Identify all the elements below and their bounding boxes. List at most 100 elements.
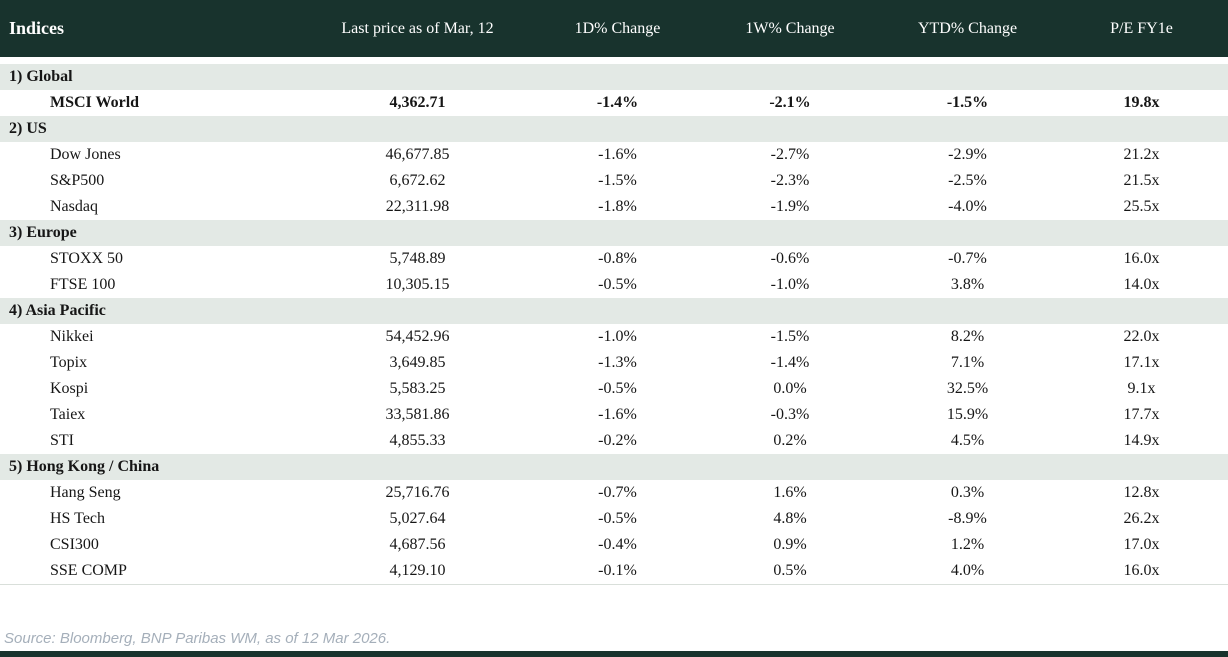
index-row: Taiex 33,581.86 -1.6% -0.3% 15.9% 17.7x	[0, 402, 1228, 428]
section-row: 2) US	[0, 116, 1228, 142]
index-row: Kospi 5,583.25 -0.5% 0.0% 32.5% 9.1x	[0, 376, 1228, 402]
index-name: CSI300	[0, 532, 300, 558]
pe-fy1e-value: 16.0x	[1055, 246, 1228, 272]
bottom-accent-bar	[0, 651, 1228, 657]
change-1w-value: -2.7%	[700, 142, 880, 168]
column-header-last-price: Last price as of Mar, 12	[300, 0, 535, 64]
change-1w-value: 1.6%	[700, 480, 880, 506]
column-header-pe-fy1e: P/E FY1e	[1055, 0, 1228, 64]
change-ytd-value: -0.7%	[880, 246, 1055, 272]
change-ytd-value: 8.2%	[880, 324, 1055, 350]
section-label: 3) Europe	[0, 220, 1228, 246]
index-row: Nasdaq 22,311.98 -1.8% -1.9% -4.0% 25.5x	[0, 194, 1228, 220]
index-row: Nikkei 54,452.96 -1.0% -1.5% 8.2% 22.0x	[0, 324, 1228, 350]
last-price-value: 4,362.71	[300, 90, 535, 116]
section-row: 4) Asia Pacific	[0, 298, 1228, 324]
change-1d-value: -0.4%	[535, 532, 700, 558]
change-1w-value: -1.9%	[700, 194, 880, 220]
index-name: Kospi	[0, 376, 300, 402]
change-1w-value: 0.0%	[700, 376, 880, 402]
pe-fy1e-value: 17.1x	[1055, 350, 1228, 376]
change-1d-value: -0.5%	[535, 376, 700, 402]
index-name: Dow Jones	[0, 142, 300, 168]
last-price-value: 3,649.85	[300, 350, 535, 376]
pe-fy1e-value: 19.8x	[1055, 90, 1228, 116]
last-price-value: 4,687.56	[300, 532, 535, 558]
change-1w-value: -1.4%	[700, 350, 880, 376]
section-label: 2) US	[0, 116, 1228, 142]
change-ytd-value: 1.2%	[880, 532, 1055, 558]
pe-fy1e-value: 17.7x	[1055, 402, 1228, 428]
change-1d-value: -0.2%	[535, 428, 700, 454]
index-name: SSE COMP	[0, 558, 300, 585]
pe-fy1e-value: 21.5x	[1055, 168, 1228, 194]
change-ytd-value: -2.5%	[880, 168, 1055, 194]
index-name: STOXX 50	[0, 246, 300, 272]
index-row: STOXX 50 5,748.89 -0.8% -0.6% -0.7% 16.0x	[0, 246, 1228, 272]
index-name: HS Tech	[0, 506, 300, 532]
change-ytd-value: -8.9%	[880, 506, 1055, 532]
change-ytd-value: -1.5%	[880, 90, 1055, 116]
change-ytd-value: 15.9%	[880, 402, 1055, 428]
last-price-value: 22,311.98	[300, 194, 535, 220]
source-note: Source: Bloomberg, BNP Paribas WM, as of…	[4, 630, 391, 647]
change-1w-value: 0.2%	[700, 428, 880, 454]
pe-fy1e-value: 21.2x	[1055, 142, 1228, 168]
column-header-1w-change: 1W% Change	[700, 0, 880, 64]
section-row: 1) Global	[0, 60, 1228, 90]
change-1d-value: -0.8%	[535, 246, 700, 272]
change-1w-value: -1.0%	[700, 272, 880, 298]
indices-table: Indices Last price as of Mar, 12 1D% Cha…	[0, 0, 1228, 585]
change-1d-value: -1.6%	[535, 142, 700, 168]
table-header-row: Indices Last price as of Mar, 12 1D% Cha…	[0, 0, 1228, 64]
index-row: Topix 3,649.85 -1.3% -1.4% 7.1% 17.1x	[0, 350, 1228, 376]
change-1w-value: -0.6%	[700, 246, 880, 272]
index-row: Hang Seng 25,716.76 -0.7% 1.6% 0.3% 12.8x	[0, 480, 1228, 506]
index-row: MSCI World 4,362.71 -1.4% -2.1% -1.5% 19.8x	[0, 90, 1228, 116]
change-1w-value: -0.3%	[700, 402, 880, 428]
column-header-indices: Indices	[0, 0, 300, 64]
section-label: 5) Hong Kong / China	[0, 454, 1228, 480]
change-1d-value: -1.3%	[535, 350, 700, 376]
pe-fy1e-value: 14.9x	[1055, 428, 1228, 454]
change-ytd-value: -2.9%	[880, 142, 1055, 168]
index-row: SSE COMP 4,129.10 -0.1% 0.5% 4.0% 16.0x	[0, 558, 1228, 585]
index-name: Nikkei	[0, 324, 300, 350]
change-ytd-value: -4.0%	[880, 194, 1055, 220]
pe-fy1e-value: 17.0x	[1055, 532, 1228, 558]
section-row: 3) Europe	[0, 220, 1228, 246]
change-1d-value: -0.7%	[535, 480, 700, 506]
change-1w-value: 0.5%	[700, 558, 880, 585]
index-name: Nasdaq	[0, 194, 300, 220]
last-price-value: 5,027.64	[300, 506, 535, 532]
change-ytd-value: 3.8%	[880, 272, 1055, 298]
section-row: 5) Hong Kong / China	[0, 454, 1228, 480]
change-1d-value: -1.4%	[535, 90, 700, 116]
change-1d-value: -0.5%	[535, 506, 700, 532]
pe-fy1e-value: 25.5x	[1055, 194, 1228, 220]
last-price-value: 4,855.33	[300, 428, 535, 454]
last-price-value: 5,748.89	[300, 246, 535, 272]
change-ytd-value: 4.5%	[880, 428, 1055, 454]
change-1d-value: -0.5%	[535, 272, 700, 298]
index-name: FTSE 100	[0, 272, 300, 298]
change-1w-value: -1.5%	[700, 324, 880, 350]
pe-fy1e-value: 12.8x	[1055, 480, 1228, 506]
change-ytd-value: 7.1%	[880, 350, 1055, 376]
change-1d-value: -1.6%	[535, 402, 700, 428]
index-row: CSI300 4,687.56 -0.4% 0.9% 1.2% 17.0x	[0, 532, 1228, 558]
index-row: FTSE 100 10,305.15 -0.5% -1.0% 3.8% 14.0x	[0, 272, 1228, 298]
last-price-value: 10,305.15	[300, 272, 535, 298]
change-ytd-value: 4.0%	[880, 558, 1055, 585]
last-price-value: 25,716.76	[300, 480, 535, 506]
last-price-value: 54,452.96	[300, 324, 535, 350]
last-price-value: 6,672.62	[300, 168, 535, 194]
section-label: 1) Global	[0, 60, 1228, 90]
index-name: S&P500	[0, 168, 300, 194]
change-1w-value: 4.8%	[700, 506, 880, 532]
pe-fy1e-value: 26.2x	[1055, 506, 1228, 532]
change-1w-value: -2.1%	[700, 90, 880, 116]
change-1d-value: -1.8%	[535, 194, 700, 220]
last-price-value: 5,583.25	[300, 376, 535, 402]
